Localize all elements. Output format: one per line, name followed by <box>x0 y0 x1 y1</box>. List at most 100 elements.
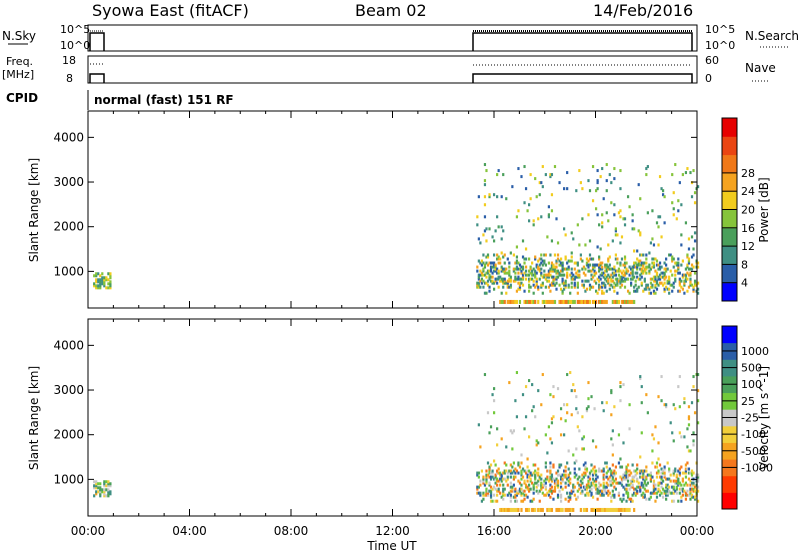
data-cell <box>649 491 653 495</box>
data-cell <box>544 173 547 177</box>
data-cell <box>626 475 630 479</box>
data-cell <box>521 273 525 277</box>
data-cell <box>588 253 592 257</box>
data-cell <box>523 481 526 485</box>
data-cell <box>573 283 576 287</box>
data-cell <box>610 267 613 271</box>
data-cell <box>567 283 570 287</box>
data-cell <box>488 273 491 277</box>
data-cell <box>681 173 684 177</box>
data-cell <box>645 475 648 479</box>
data-cell <box>534 271 537 275</box>
data-cell <box>642 265 645 269</box>
data-cell <box>105 488 108 492</box>
data-cell <box>614 477 617 481</box>
data-cell <box>103 488 106 492</box>
data-cell <box>626 493 630 497</box>
data-cell <box>543 253 546 257</box>
data-cell <box>570 491 573 495</box>
data-cell <box>660 281 663 285</box>
data-cell <box>655 281 659 285</box>
data-cell <box>526 457 529 461</box>
data-cell <box>643 267 646 271</box>
data-cell <box>572 273 575 277</box>
data-cell <box>506 471 509 475</box>
data-cell <box>590 463 593 467</box>
data-cell <box>494 477 497 481</box>
data-cell <box>512 507 515 512</box>
data-cell <box>637 261 640 265</box>
data-cell <box>655 465 659 469</box>
data-cell <box>636 257 639 261</box>
data-cell <box>543 275 546 279</box>
data-cell <box>553 299 557 304</box>
data-cell <box>607 243 610 247</box>
data-cell <box>553 485 557 489</box>
data-cell <box>521 239 525 243</box>
data-cell <box>538 269 541 273</box>
data-cell <box>620 277 624 281</box>
data-cell <box>476 215 479 219</box>
data-cell <box>479 445 482 449</box>
data-cell <box>482 269 485 273</box>
data-cell <box>613 177 616 181</box>
data-cell <box>642 469 645 473</box>
data-cell <box>540 483 543 487</box>
data-cell <box>491 235 494 239</box>
data-cell <box>491 471 494 475</box>
data-cell <box>537 491 540 495</box>
data-cell <box>491 469 494 473</box>
data-cell <box>693 231 697 235</box>
data-cell <box>552 277 555 281</box>
data-cell <box>99 488 102 492</box>
data-cell <box>566 187 569 191</box>
data-cell <box>648 497 651 501</box>
xtick-label: 08:00 <box>274 524 309 538</box>
data-cell <box>637 229 640 233</box>
data-cell <box>496 427 499 431</box>
data-cell <box>640 275 643 279</box>
data-cell <box>620 479 624 483</box>
data-cell <box>546 475 549 479</box>
data-cell <box>628 403 631 407</box>
data-cell <box>97 486 100 490</box>
data-cell <box>643 481 646 485</box>
data-cell <box>674 469 677 473</box>
data-cell <box>657 483 660 487</box>
data-cell <box>514 493 517 497</box>
data-cell <box>608 479 611 483</box>
data-cell <box>643 495 646 499</box>
data-cell <box>524 471 528 475</box>
data-cell <box>488 289 491 293</box>
data-cell <box>512 475 515 479</box>
data-cell <box>665 483 668 487</box>
data-cell <box>567 475 570 479</box>
data-cell <box>611 443 614 447</box>
data-cell <box>651 433 654 437</box>
data-cell <box>486 255 490 259</box>
data-cell <box>494 229 497 233</box>
data-cell <box>674 273 677 277</box>
data-cell <box>665 257 668 261</box>
data-cell <box>683 281 686 285</box>
data-cell <box>523 497 526 501</box>
data-cell <box>534 177 537 181</box>
data-cell <box>588 285 592 289</box>
data-cell <box>677 477 680 481</box>
data-cell <box>690 181 694 185</box>
data-cell <box>585 469 589 473</box>
data-cell <box>101 282 104 286</box>
data-cell <box>581 267 584 271</box>
data-cell <box>99 282 102 286</box>
data-cell <box>570 281 573 285</box>
data-cell <box>642 269 645 273</box>
data-cell <box>543 299 546 304</box>
data-cell <box>585 483 589 487</box>
data-cell <box>505 271 508 275</box>
data-cell <box>601 271 604 275</box>
data-cell <box>494 263 497 267</box>
colorbar-tick-label: 16 <box>741 222 755 235</box>
data-cell <box>559 269 563 273</box>
data-cell <box>499 279 502 283</box>
